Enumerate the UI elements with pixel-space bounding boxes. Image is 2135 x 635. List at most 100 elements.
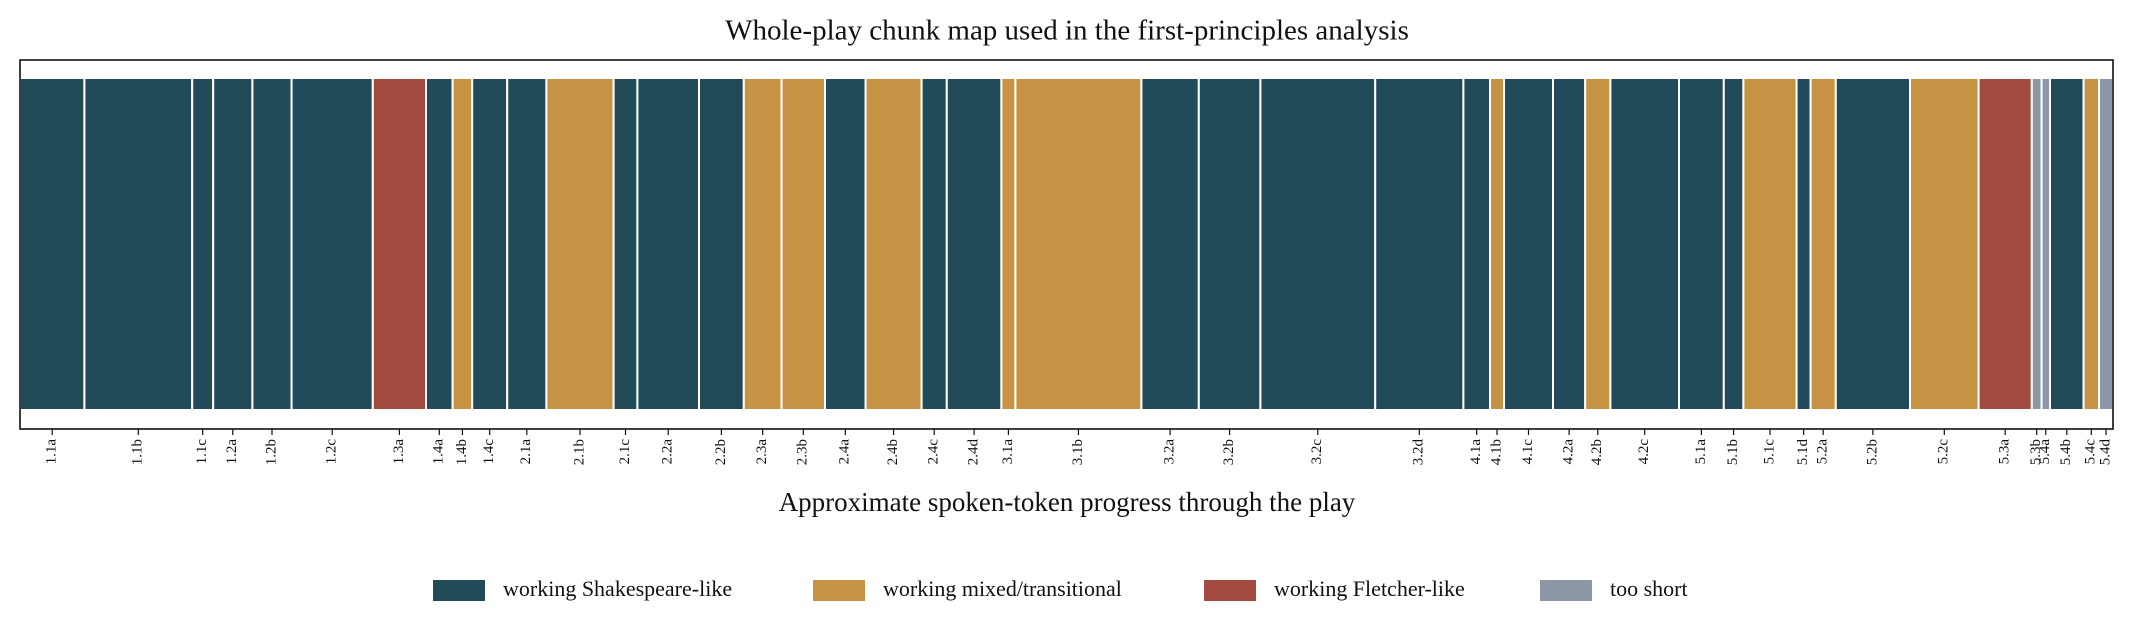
- segment: [2030, 77, 2043, 411]
- x-tick-label: 3.2a: [1162, 439, 1178, 465]
- legend-label: working mixed/transitional: [883, 576, 1122, 601]
- segment: [506, 77, 548, 411]
- x-tick-label: 4.2b: [1589, 439, 1605, 465]
- x-tick-label: 3.1b: [1070, 439, 1086, 465]
- segment: [251, 77, 293, 411]
- legend-label: working Fletcher-like: [1274, 576, 1465, 601]
- legend-swatch: [813, 580, 865, 601]
- segment: [780, 77, 826, 411]
- segment: [1834, 77, 1912, 411]
- segment: [2049, 77, 2085, 411]
- x-tick-label: 3.1a: [1000, 439, 1016, 465]
- segment: [945, 77, 1003, 411]
- x-tick-label: 2.4d: [966, 439, 982, 466]
- segment: [1000, 77, 1017, 411]
- segment: [212, 77, 254, 411]
- segment: [1552, 77, 1587, 411]
- x-tick-label: 4.2c: [1636, 439, 1652, 465]
- x-tick-label: 5.4d: [2097, 439, 2113, 466]
- plot-frame: [19, 59, 2114, 430]
- x-tick-label: 5.4b: [2058, 439, 2074, 465]
- legend-label: working Shakespeare-like: [503, 576, 732, 601]
- x-tick-label: 2.2b: [713, 439, 729, 465]
- x-tick-label: 1.4a: [431, 439, 447, 465]
- x-tick-label: 2.1b: [571, 439, 587, 465]
- x-tick-label: 1.2a: [224, 439, 240, 465]
- x-tick-label: 2.3a: [754, 439, 770, 465]
- legend-swatch: [1540, 580, 1592, 601]
- segment: [1909, 77, 1980, 411]
- legend-label: too short: [1610, 576, 1688, 601]
- x-tick-label: 1.4b: [454, 439, 470, 465]
- x-tick-label: 5.4a: [2037, 439, 2053, 465]
- segment: [191, 77, 215, 411]
- segment: [1742, 77, 1798, 411]
- legend-swatch: [433, 580, 485, 601]
- x-tick-label: 4.1b: [1488, 439, 1504, 465]
- x-tick-label: 1.1a: [44, 439, 60, 465]
- segment: [545, 77, 615, 411]
- segment: [1462, 77, 1492, 411]
- segment: [471, 77, 509, 411]
- segment: [698, 77, 745, 411]
- x-tick-label: 5.2c: [1936, 439, 1952, 465]
- segment: [1584, 77, 1612, 411]
- segment: [290, 77, 374, 411]
- x-tick-label: 2.4a: [837, 439, 853, 465]
- x-tick-label: 5.1b: [1725, 439, 1741, 465]
- segment: [1503, 77, 1554, 411]
- x-tick-label: 1.1b: [130, 439, 146, 465]
- segment: [1140, 77, 1200, 411]
- x-tick-label: 3.2d: [1411, 439, 1427, 466]
- x-tick-label: 1.2b: [263, 439, 279, 465]
- x-tick-label: 5.1c: [1761, 439, 1777, 465]
- segment: [451, 77, 474, 411]
- x-tick-label: 1.2c: [324, 439, 340, 465]
- x-tick-label: 5.4c: [2083, 439, 2099, 465]
- x-tick-label: 5.1a: [1693, 439, 1709, 465]
- x-tick-label: 4.1c: [1520, 439, 1536, 465]
- x-tick-label: 5.2a: [1815, 439, 1831, 465]
- segment: [1809, 77, 1837, 411]
- segment: [2040, 77, 2051, 411]
- x-tick-label: 4.1a: [1468, 439, 1484, 465]
- x-tick-label: 1.3a: [391, 439, 407, 465]
- segment: [19, 77, 86, 411]
- x-tick-label: 2.1c: [617, 439, 633, 465]
- segment: [1259, 77, 1377, 411]
- x-tick-label: 1.4c: [481, 439, 497, 465]
- segment: [83, 77, 194, 411]
- segment: [371, 77, 427, 411]
- segment: [1197, 77, 1262, 411]
- x-tick-label: 2.2a: [660, 439, 676, 465]
- segment: [2082, 77, 2101, 411]
- segment: [1722, 77, 1745, 411]
- segment: [2098, 77, 2114, 411]
- segment: [920, 77, 948, 411]
- x-tick-label: 2.4c: [926, 439, 942, 465]
- segment: [636, 77, 701, 411]
- x-axis-label: Approximate spoken-token progress throug…: [779, 487, 1356, 517]
- segment: [1489, 77, 1505, 411]
- x-tick-label: 5.3b: [2028, 439, 2044, 465]
- x-tick-label: 3.2b: [1221, 439, 1237, 465]
- x-tick-label: 3.2c: [1309, 439, 1325, 465]
- segment: [1678, 77, 1725, 411]
- segment: [612, 77, 639, 411]
- x-tick-label: 2.3b: [795, 439, 811, 465]
- x-tick-label: 5.2b: [1864, 439, 1880, 465]
- x-tick-label: 1.1c: [194, 439, 210, 465]
- segment: [824, 77, 867, 411]
- segment: [1609, 77, 1681, 411]
- x-tick-label: 5.3a: [1997, 439, 2013, 465]
- segment: [864, 77, 923, 411]
- segment: [1014, 77, 1143, 411]
- segment: [425, 77, 454, 411]
- x-tick-label: 4.2a: [1561, 439, 1577, 465]
- segment: [1795, 77, 1812, 411]
- segment: [742, 77, 783, 411]
- legend-swatch: [1204, 580, 1256, 601]
- chart-title: Whole-play chunk map used in the first-p…: [725, 15, 1409, 47]
